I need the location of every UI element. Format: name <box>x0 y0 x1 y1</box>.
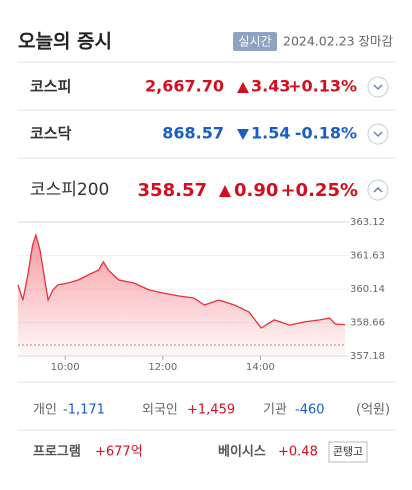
y-tick-label: 361.63 <box>350 251 385 262</box>
price-line <box>17 232 346 329</box>
y-tick-label: 363.12 <box>350 217 385 228</box>
index-value: 358.57 <box>138 180 207 201</box>
expand-button[interactable] <box>367 123 389 145</box>
up-arrow <box>219 185 231 197</box>
date: 2024.02.23 장마감 <box>283 34 394 49</box>
index-change: 1.54 <box>251 124 290 143</box>
x-tick-label: 10:00 <box>51 362 80 373</box>
y-tick-label: 360.14 <box>350 284 385 295</box>
down-arrow <box>237 129 249 140</box>
chart: 363.12 361.63 360.14 358.66 357.18 10:00 12:00… <box>17 217 385 373</box>
y-tick-label: 358.66 <box>350 318 385 329</box>
unit: (억원) <box>356 403 390 418</box>
index-change: 3.43 <box>251 77 290 96</box>
chevron <box>373 131 383 138</box>
investor-label: 기관 <box>263 403 287 418</box>
investor-label: 개인 <box>33 403 57 418</box>
chevron <box>373 84 383 91</box>
index-percent: -0.18% <box>295 124 357 143</box>
index-name: 코스피 <box>30 78 71 96</box>
y-tick-label: 357.18 <box>350 351 385 362</box>
area <box>18 235 345 356</box>
status-box <box>328 441 368 463</box>
index-percent: +0.25% <box>280 180 358 201</box>
up-arrow <box>237 82 249 93</box>
x-tick-label: 14:00 <box>246 362 275 373</box>
investor-value: -1,171 <box>63 403 105 418</box>
index-name: 코스닥 <box>30 125 72 143</box>
expand-button[interactable] <box>367 76 389 98</box>
badge: 실시간 <box>238 35 271 49</box>
chevron <box>373 186 383 193</box>
index-change: 0.90 <box>234 180 278 201</box>
index-percent: +0.13% <box>288 77 357 96</box>
index-value: 2,667.70 <box>145 77 224 96</box>
index-name: 코스피200 <box>30 180 109 200</box>
investor-label: 외국인 <box>142 403 178 418</box>
program-label: 프로그램 <box>33 445 81 460</box>
index-value: 868.57 <box>162 124 224 143</box>
badge-bg <box>233 32 277 51</box>
basis-label: 베이시스 <box>218 444 266 460</box>
investor-value: -460 <box>295 403 325 418</box>
basis-value: +0.48 <box>278 445 318 460</box>
program-value: +677억 <box>95 445 143 460</box>
collapse-button[interactable] <box>367 179 389 201</box>
investor-value: +1,459 <box>187 403 235 418</box>
status: 콘탱고 <box>333 445 363 458</box>
x-tick-label: 12:00 <box>148 362 177 373</box>
title: 오늘의 증시 <box>18 31 112 53</box>
